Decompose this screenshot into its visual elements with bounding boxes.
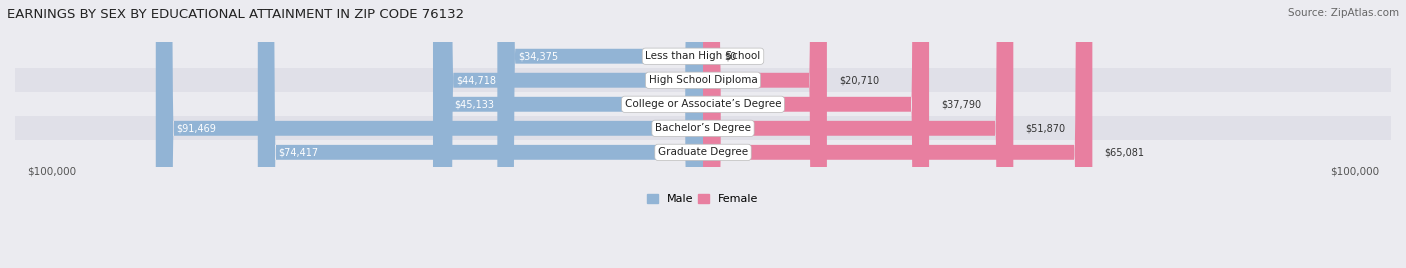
Text: $100,000: $100,000	[1330, 167, 1379, 177]
Text: $0: $0	[724, 51, 737, 61]
FancyBboxPatch shape	[703, 0, 827, 268]
FancyBboxPatch shape	[436, 0, 703, 268]
Text: $37,790: $37,790	[941, 99, 981, 109]
FancyBboxPatch shape	[15, 92, 1391, 116]
Text: EARNINGS BY SEX BY EDUCATIONAL ATTAINMENT IN ZIP CODE 76132: EARNINGS BY SEX BY EDUCATIONAL ATTAINMEN…	[7, 8, 464, 21]
Text: $100,000: $100,000	[27, 167, 76, 177]
FancyBboxPatch shape	[15, 116, 1391, 140]
Text: $74,417: $74,417	[278, 147, 319, 157]
Text: $65,081: $65,081	[1104, 147, 1144, 157]
FancyBboxPatch shape	[703, 0, 1092, 268]
FancyBboxPatch shape	[15, 68, 1391, 92]
Text: $44,718: $44,718	[457, 75, 496, 85]
Text: $34,375: $34,375	[519, 51, 558, 61]
FancyBboxPatch shape	[498, 0, 703, 268]
FancyBboxPatch shape	[703, 0, 1014, 268]
Text: $20,710: $20,710	[839, 75, 879, 85]
Text: Source: ZipAtlas.com: Source: ZipAtlas.com	[1288, 8, 1399, 18]
FancyBboxPatch shape	[257, 0, 703, 268]
Text: Graduate Degree: Graduate Degree	[658, 147, 748, 157]
Text: Bachelor’s Degree: Bachelor’s Degree	[655, 123, 751, 133]
FancyBboxPatch shape	[156, 0, 703, 268]
Text: $51,870: $51,870	[1025, 123, 1066, 133]
FancyBboxPatch shape	[703, 0, 929, 268]
Text: $45,133: $45,133	[454, 99, 494, 109]
FancyBboxPatch shape	[15, 140, 1391, 164]
Legend: Male, Female: Male, Female	[643, 190, 763, 209]
FancyBboxPatch shape	[15, 44, 1391, 68]
Text: $91,469: $91,469	[177, 123, 217, 133]
Text: Less than High School: Less than High School	[645, 51, 761, 61]
Text: High School Diploma: High School Diploma	[648, 75, 758, 85]
Text: College or Associate’s Degree: College or Associate’s Degree	[624, 99, 782, 109]
FancyBboxPatch shape	[433, 0, 703, 268]
